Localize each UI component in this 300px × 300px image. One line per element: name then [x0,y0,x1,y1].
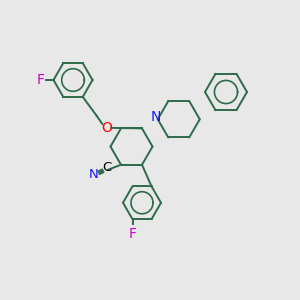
Text: F: F [37,73,44,87]
Text: O: O [101,121,112,135]
Text: N: N [89,168,99,181]
Text: F: F [128,227,136,241]
Text: C: C [102,161,112,174]
Text: N: N [151,110,161,124]
